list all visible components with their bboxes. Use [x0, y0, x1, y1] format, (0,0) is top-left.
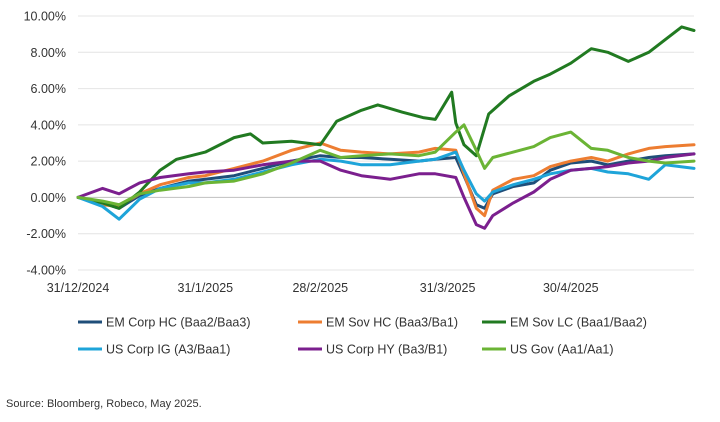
y-tick-label: 0.00%	[31, 191, 66, 205]
gridlines	[78, 15, 694, 271]
legend: EM Corp HC (Baa2/Baa3) EM Sov HC (Baa3/Ba…	[78, 316, 647, 357]
y-tick-label: 6.00%	[31, 82, 66, 96]
y-axis-tick-labels: -4.00% -2.00% 0.00% 2.00% 4.00% 6.00% 8.00% 10.…	[24, 10, 66, 278]
x-tick-label: 31/3/2025	[420, 281, 476, 295]
series-line	[76, 123, 696, 207]
y-tick-label: 2.00%	[31, 155, 66, 169]
x-tick-label: 31/12/2024	[47, 281, 110, 295]
x-axis-tick-labels: 31/12/2024 31/1/2025 28/2/2025 31/3/2025 30/…	[47, 281, 599, 295]
y-tick-label: 10.00%	[24, 10, 66, 24]
x-tick-label: 31/1/2025	[178, 281, 234, 295]
legend-label: US Corp IG (A3/Baa1)	[106, 343, 230, 357]
x-tick-label: 28/2/2025	[292, 281, 348, 295]
series-line	[76, 25, 696, 210]
source-note: Source: Bloomberg, Robeco, May 2025.	[6, 398, 202, 410]
legend-label: EM Sov HC (Baa3/Ba1)	[326, 316, 458, 330]
legend-label: EM Sov LC (Baa1/Baa2)	[510, 316, 647, 330]
series-line	[76, 152, 696, 230]
y-tick-label: -2.00%	[26, 227, 66, 241]
y-tick-label: -4.00%	[26, 264, 66, 278]
series-lines	[76, 25, 696, 230]
series-line	[76, 141, 696, 218]
y-tick-label: 8.00%	[31, 46, 66, 60]
legend-label: EM Corp HC (Baa2/Baa3)	[106, 316, 251, 330]
y-tick-label: 4.00%	[31, 118, 66, 132]
legend-label: US Gov (Aa1/Aa1)	[510, 343, 614, 357]
legend-label: US Corp HY (Ba3/B1)	[326, 343, 447, 357]
x-tick-label: 30/4/2025	[543, 281, 599, 295]
